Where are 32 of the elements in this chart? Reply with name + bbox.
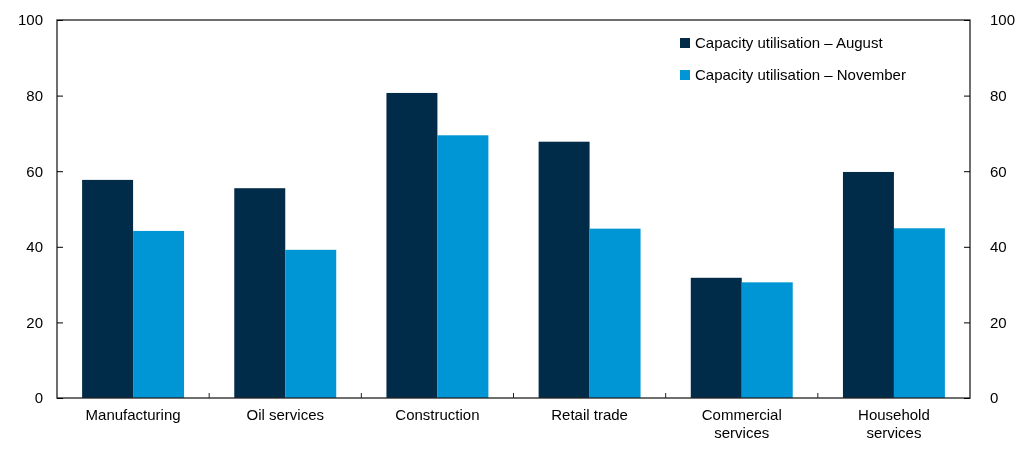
y2-tick-label: 0: [990, 389, 999, 407]
y-tick-label: 20: [26, 313, 43, 331]
y2-tick-label: 20: [990, 313, 1007, 331]
bar: [741, 282, 793, 398]
bar: [437, 135, 489, 398]
y2-tick-label: 80: [990, 86, 1007, 104]
y-tick-label: 60: [26, 162, 43, 180]
bar: [386, 92, 438, 398]
legend-label: Capacity utilisation – November: [695, 66, 906, 83]
bar: [234, 188, 286, 398]
x-tick-label: Household services: [858, 406, 930, 441]
bar: [285, 249, 337, 398]
y2-tick-label: 40: [990, 238, 1007, 256]
bar: [82, 179, 134, 398]
bar: [893, 228, 945, 398]
y2-tick-label: 100: [990, 11, 1016, 29]
y-tick-label: 0: [34, 389, 43, 407]
x-tick-label: Retail trade: [551, 406, 628, 423]
bar: [690, 277, 742, 398]
y-tick-label: 100: [17, 11, 43, 29]
y-tick-label: 80: [26, 86, 43, 104]
x-tick-label: Oil services: [246, 406, 325, 423]
x-tick-label: Construction: [395, 406, 480, 423]
x-tick-label: Manufacturing: [85, 406, 181, 423]
y2-tick-label: 60: [990, 162, 1007, 180]
bar: [842, 171, 894, 398]
bar: [589, 228, 641, 398]
x-tick-label: Commercial services: [701, 406, 782, 441]
bar: [133, 230, 185, 398]
legend-label: Capacity utilisation – August: [695, 34, 884, 51]
y-tick-label: 40: [26, 238, 43, 256]
bar: [538, 141, 590, 398]
